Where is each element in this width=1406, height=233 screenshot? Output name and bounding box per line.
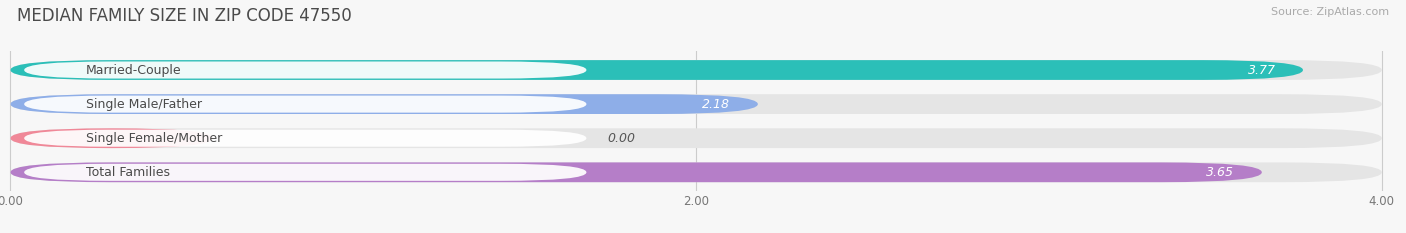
FancyBboxPatch shape	[10, 162, 1261, 182]
FancyBboxPatch shape	[10, 94, 1382, 114]
Text: MEDIAN FAMILY SIZE IN ZIP CODE 47550: MEDIAN FAMILY SIZE IN ZIP CODE 47550	[17, 7, 352, 25]
FancyBboxPatch shape	[10, 60, 1382, 80]
Text: 2.18: 2.18	[703, 98, 731, 111]
Text: Single Female/Mother: Single Female/Mother	[86, 132, 222, 145]
FancyBboxPatch shape	[10, 128, 1382, 148]
Text: Total Families: Total Families	[86, 166, 170, 179]
FancyBboxPatch shape	[10, 94, 758, 114]
FancyBboxPatch shape	[24, 164, 586, 181]
Text: Single Male/Father: Single Male/Father	[86, 98, 202, 111]
FancyBboxPatch shape	[10, 162, 1382, 182]
Text: 3.77: 3.77	[1247, 64, 1275, 76]
Text: 0.00: 0.00	[607, 132, 636, 145]
FancyBboxPatch shape	[24, 130, 586, 147]
Text: 3.65: 3.65	[1206, 166, 1234, 179]
Text: Source: ZipAtlas.com: Source: ZipAtlas.com	[1271, 7, 1389, 17]
FancyBboxPatch shape	[10, 60, 1303, 80]
FancyBboxPatch shape	[10, 128, 212, 148]
FancyBboxPatch shape	[24, 62, 586, 79]
FancyBboxPatch shape	[24, 96, 586, 113]
Text: Married-Couple: Married-Couple	[86, 64, 181, 76]
